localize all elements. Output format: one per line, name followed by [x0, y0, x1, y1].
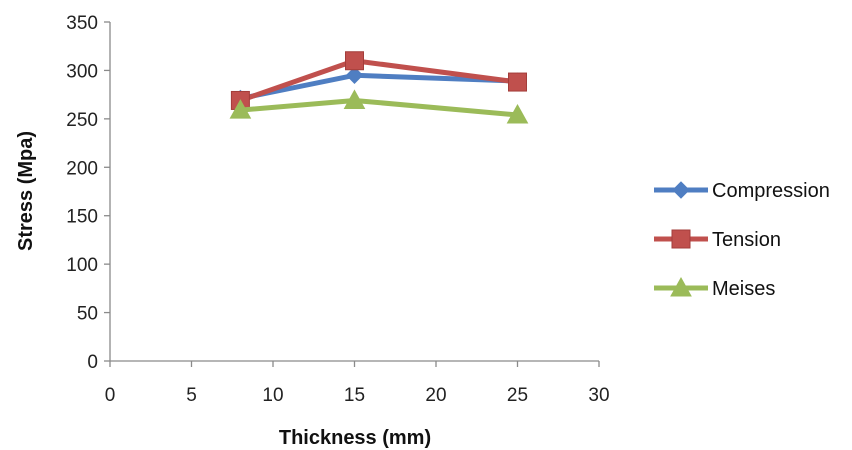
- x-tick-label: 0: [105, 385, 116, 406]
- data-point-meises: [343, 89, 366, 109]
- data-point-meises: [506, 103, 529, 124]
- x-tick-label: 20: [425, 385, 446, 406]
- y-tick-label: 0: [87, 352, 98, 373]
- y-tick-label: 150: [66, 207, 98, 228]
- series-meises: [229, 89, 529, 124]
- x-tick-label: 10: [262, 385, 283, 406]
- legend-label: Compression: [712, 180, 830, 202]
- legend-item-compression: Compression: [654, 180, 830, 202]
- data-point-meises: [229, 99, 252, 119]
- legend: Compression Tension Meises: [654, 180, 830, 300]
- y-tick-label: 300: [66, 61, 98, 82]
- data-point-tension: [508, 72, 527, 92]
- y-axis-title: Stress (Mpa): [15, 131, 37, 251]
- data-point-tension: [345, 51, 364, 71]
- series-layer: [229, 51, 529, 124]
- x-tick-label: 30: [588, 385, 609, 406]
- axes: 0 50 100 150 200 250 300 350 0 5 10 15 20 25 30: [66, 13, 609, 406]
- y-tick-label: 100: [66, 255, 98, 276]
- y-tick-label: 350: [66, 13, 98, 34]
- legend-marker-compression: [672, 181, 690, 199]
- x-tick-label: 15: [344, 385, 365, 406]
- series-line-meises: [237, 97, 520, 118]
- legend-item-meises: Meises: [654, 276, 775, 300]
- x-tick-label: 5: [186, 385, 197, 406]
- legend-marker-tension: [671, 229, 691, 249]
- x-axis-title: Thickness (mm): [279, 427, 431, 449]
- legend-item-tension: Tension: [654, 229, 781, 251]
- data-point-compression: [345, 66, 364, 84]
- y-tick-label: 50: [77, 304, 98, 325]
- legend-label: Tension: [712, 229, 781, 251]
- y-tick-label: 250: [66, 110, 98, 131]
- legend-marker-meises: [670, 276, 692, 297]
- x-tick-label: 25: [507, 385, 528, 406]
- legend-label: Meises: [712, 278, 775, 300]
- y-tick-label: 200: [66, 158, 98, 179]
